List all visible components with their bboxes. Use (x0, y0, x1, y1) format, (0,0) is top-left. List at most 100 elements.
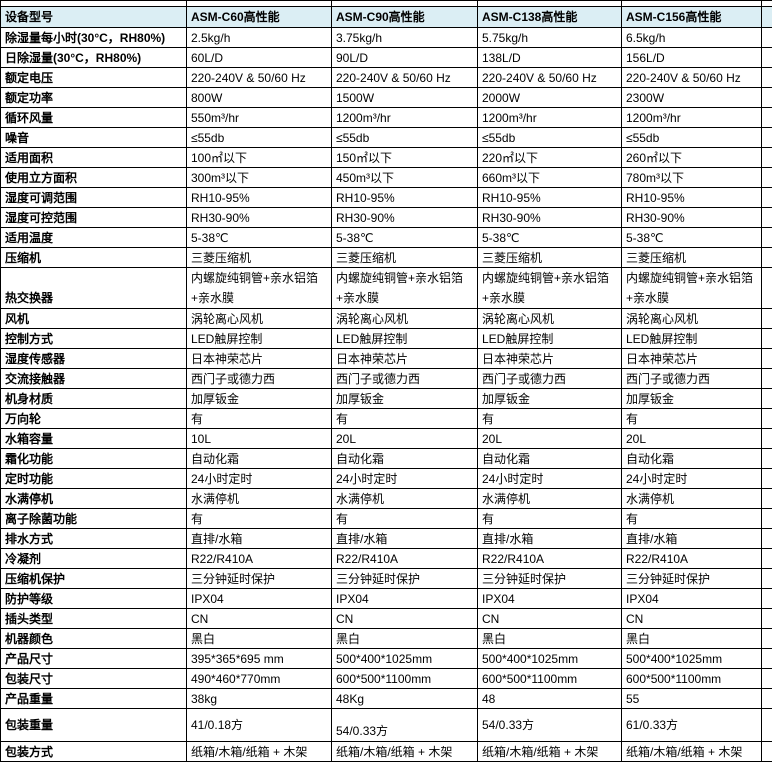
spec-label-cell: 湿度可控范围 (0, 207, 187, 228)
spec-value-cell: 220-240V & 50/60 Hz (621, 67, 762, 88)
spec-value-cell: LED触屏控制 (331, 328, 478, 349)
spec-value-cell: ≤55db (331, 127, 478, 148)
spec-value-cell: 800W (186, 87, 332, 108)
spec-label-cell: 除湿量每小时(30°C，RH80%) (0, 27, 187, 48)
spec-value-cell: 内螺旋纯铜管+亲水铝箔+亲水膜 (477, 267, 622, 309)
spec-value-cell: 纸箱/木箱/纸箱 + 木架 (621, 741, 762, 762)
table-row: 万向轮 有 有 有 有 (0, 408, 772, 429)
spec-label-cell: 插头类型 (0, 608, 187, 629)
spec-label-cell: 风机 (0, 308, 187, 329)
spec-label-cell: 水箱容量 (0, 428, 187, 449)
spec-value-cell: 有 (331, 408, 478, 429)
spec-value-cell: 48 (477, 688, 622, 709)
cut-column-stub (761, 6, 772, 28)
spec-value-cell: 395*365*695 mm (186, 648, 332, 669)
table-row: 热交换器 内螺旋纯铜管+亲水铝箔+亲水膜 内螺旋纯铜管+亲水铝箔+亲水膜 内螺旋… (0, 267, 772, 309)
spec-value-cell: 三分钟延时保护 (331, 568, 478, 589)
spec-value-cell: R22/R410A (331, 548, 478, 569)
spec-value-cell: 2300W (621, 87, 762, 108)
cut-column-stub (761, 688, 772, 709)
spec-value-cell: 有 (477, 508, 622, 529)
table-row: 冷凝剂 R22/R410A R22/R410A R22/R410A R22/R4… (0, 548, 772, 569)
spec-label-cell: 湿度可调范围 (0, 187, 187, 208)
table-row: 包装重量 41/0.18方 54/0.33方 54/0.33方 61/0.33方 (0, 708, 772, 742)
spec-value-cell: 5-38℃ (477, 227, 622, 248)
spec-value-cell: 三分钟延时保护 (477, 568, 622, 589)
spec-value-cell: 三分钟延时保护 (621, 568, 762, 589)
spec-value-cell: CN (621, 608, 762, 629)
table-row: 机身材质 加厚钣金 加厚钣金 加厚钣金 加厚钣金 (0, 388, 772, 409)
spec-label-cell: 压缩机 (0, 247, 187, 268)
spec-value-cell: 纸箱/木箱/纸箱 + 木架 (331, 741, 478, 762)
spec-value-cell: 3.75kg/h (331, 27, 478, 48)
cut-column-stub (761, 227, 772, 248)
table-row: 排水方式 直排/水箱 直排/水箱 直排/水箱 直排/水箱 (0, 528, 772, 549)
spec-value-cell: IPX04 (186, 588, 332, 609)
spec-value-cell: IPX04 (477, 588, 622, 609)
cut-column-stub (761, 147, 772, 168)
cut-column-stub (761, 468, 772, 489)
cut-column-stub (761, 628, 772, 649)
cut-column-stub (761, 267, 772, 309)
spec-label-cell: 额定电压 (0, 67, 187, 88)
spec-value-cell: 90L/D (331, 47, 478, 68)
spec-value-cell: 有 (621, 508, 762, 529)
spec-label-cell: 水满停机 (0, 488, 187, 509)
table-row: 产品重量 38kg 48Kg 48 55 (0, 688, 772, 709)
spec-value-cell: 内螺旋纯铜管+亲水铝箔+亲水膜 (621, 267, 762, 309)
spec-value-cell: 600*500*1100mm (477, 668, 622, 689)
spec-value-cell: 54/0.33方 (331, 708, 478, 742)
table-row: 离子除菌功能 有 有 有 有 (0, 508, 772, 529)
spec-label-cell: 万向轮 (0, 408, 187, 429)
spec-label-cell: 产品重量 (0, 688, 187, 709)
table-row: 额定电压 220-240V & 50/60 Hz 220-240V & 50/6… (0, 67, 772, 88)
spec-value-cell: 10L (186, 428, 332, 449)
table-row: 水箱容量 10L 20L 20L 20L (0, 428, 772, 449)
spec-value-cell: CN (331, 608, 478, 629)
spec-value-cell: 61/0.33方 (621, 708, 762, 742)
spec-label-cell: 湿度传感器 (0, 348, 187, 369)
header-cell-model-c138: ASM-C138高性能 (477, 6, 622, 28)
spec-value-cell: 600*500*1100mm (331, 668, 478, 689)
spec-value-cell: 1500W (331, 87, 478, 108)
spec-value-cell: 日本神荣芯片 (477, 348, 622, 369)
spec-value-cell: 150㎡以下 (331, 147, 478, 168)
spec-value-cell: LED触屏控制 (186, 328, 332, 349)
spec-value-cell: 55 (621, 688, 762, 709)
spec-value-cell: 水满停机 (186, 488, 332, 509)
spec-value-cell: 直排/水箱 (477, 528, 622, 549)
cut-column-stub (761, 668, 772, 689)
spec-value-cell: 156L/D (621, 47, 762, 68)
spec-value-cell: 黑白 (621, 628, 762, 649)
spec-value-cell: 260㎡以下 (621, 147, 762, 168)
table-row: 日除湿量(30°C，RH80%) 60L/D 90L/D 138L/D 156L… (0, 47, 772, 68)
spec-value-cell: RH30-90% (477, 207, 622, 228)
cut-column-stub (761, 488, 772, 509)
spec-value-cell: 有 (331, 508, 478, 529)
cut-column-stub (761, 388, 772, 409)
spec-label-cell: 机器颜色 (0, 628, 187, 649)
table-row: 压缩机 三菱压缩机 三菱压缩机 三菱压缩机 三菱压缩机 (0, 247, 772, 268)
spec-value-cell: 490*460*770mm (186, 668, 332, 689)
spec-value-cell: 自动化霜 (186, 448, 332, 469)
cut-column-stub (761, 47, 772, 68)
spec-value-cell: RH30-90% (331, 207, 478, 228)
table-row: 除湿量每小时(30°C，RH80%) 2.5kg/h 3.75kg/h 5.75… (0, 27, 772, 48)
spec-value-cell: 加厚钣金 (186, 388, 332, 409)
spec-value-cell: ≤55db (477, 127, 622, 148)
spec-value-cell: 三分钟延时保护 (186, 568, 332, 589)
spec-value-cell: 三菱压缩机 (186, 247, 332, 268)
spec-value-cell: 138L/D (477, 47, 622, 68)
spec-value-cell: 加厚钣金 (621, 388, 762, 409)
spec-value-cell: IPX04 (331, 588, 478, 609)
header-cell-model-c156: ASM-C156高性能 (621, 6, 762, 28)
spec-value-cell: 有 (186, 508, 332, 529)
table-row: 使用立方面积 300m³以下 450m³以下 660m³以下 780m³以下 (0, 167, 772, 188)
spec-value-cell: 500*400*1025mm (477, 648, 622, 669)
spec-value-cell: 黑白 (477, 628, 622, 649)
table-row: 适用面积 100㎡以下 150㎡以下 220㎡以下 260㎡以下 (0, 147, 772, 168)
spec-value-cell: LED触屏控制 (477, 328, 622, 349)
cut-column-stub (761, 87, 772, 108)
table-row: 额定功率 800W 1500W 2000W 2300W (0, 87, 772, 108)
